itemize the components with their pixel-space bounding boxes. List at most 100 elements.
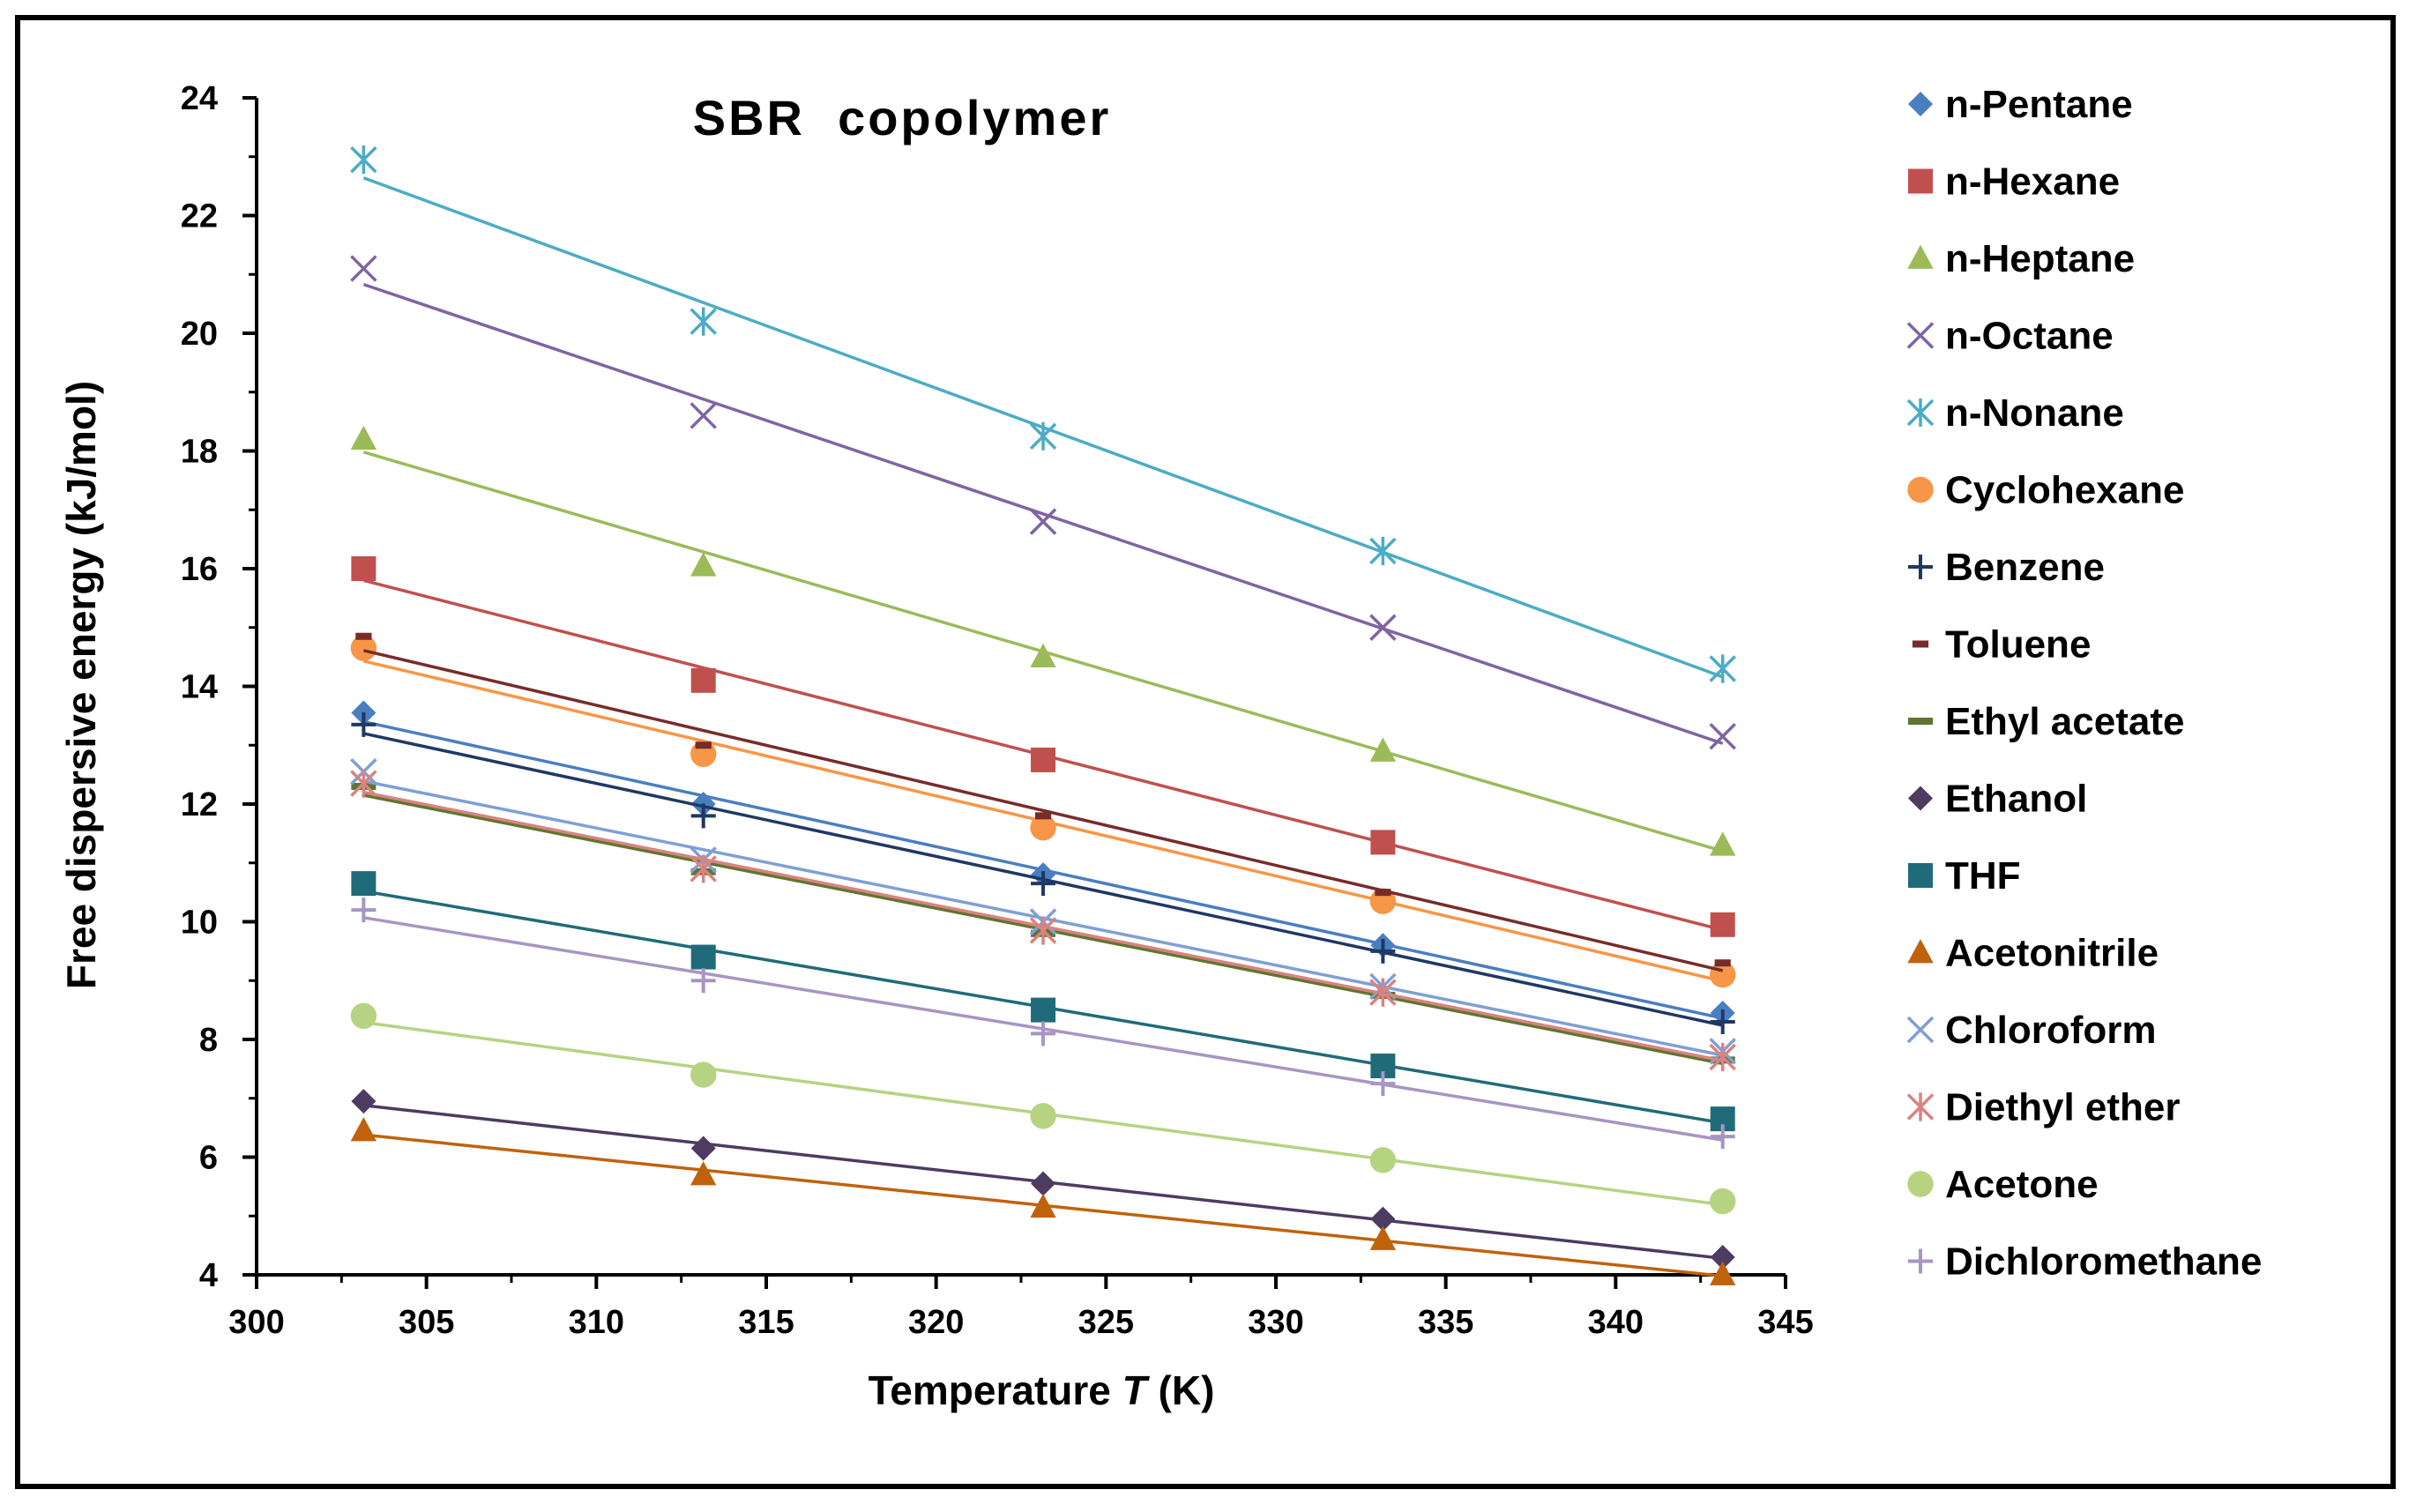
legend-marker-n-heptane (1907, 244, 1934, 269)
y-tick-label: 10 (181, 905, 218, 942)
data-point-diethyl-ether (690, 854, 717, 883)
data-point-n-octane (350, 255, 377, 282)
data-point-dichloromethane (351, 898, 377, 923)
data-point-acetone (690, 1061, 717, 1088)
data-point-ethanol (690, 1136, 716, 1161)
x-tick-label: 335 (1418, 1304, 1473, 1341)
data-point-n-nonane (1369, 536, 1397, 566)
data-point-n-nonane (1029, 421, 1057, 451)
legend-label-n-octane: n-Octane (1945, 315, 2114, 358)
x-tick-label: 325 (1078, 1304, 1134, 1341)
data-point-n-hexane (1031, 747, 1056, 772)
legend-item-n-pentane: n-Pentane (1908, 83, 2133, 126)
data-point-benzene (351, 711, 377, 737)
data-point-thf (690, 944, 716, 970)
data-point-dichloromethane (1031, 1021, 1056, 1046)
series-ethanol (351, 1089, 1735, 1270)
y-tick-label: 20 (181, 316, 218, 353)
data-point-toluene (1714, 959, 1731, 967)
data-point-diethyl-ether (1369, 978, 1397, 1007)
data-point-n-heptane (1710, 831, 1736, 856)
series-n-nonane (350, 145, 1736, 683)
series-n-octane (350, 255, 1736, 750)
legend-item-acetonitrile: Acetonitrile (1907, 932, 2159, 975)
legend-item-cyclohexane: Cyclohexane (1907, 469, 2184, 512)
data-point-acetonitrile (1030, 1193, 1056, 1218)
data-point-acetonitrile (1710, 1261, 1736, 1285)
data-point-ethanol (351, 1089, 377, 1114)
series-acetone (350, 1002, 1736, 1215)
data-point-n-hexane (690, 667, 716, 693)
legend-marker-thf (1908, 863, 1933, 888)
data-point-n-heptane (690, 552, 717, 577)
y-tick-label: 24 (181, 80, 218, 117)
axes-group: 300 305 310 315 320 325 330 335 340 345 4 6 8 10 12 14 1… (181, 80, 1814, 1341)
legend-marker-n-pentane (1908, 92, 1933, 116)
series-n-hexane (351, 556, 1735, 937)
data-point-n-nonane (350, 145, 377, 175)
x-tick-label: 305 (399, 1304, 454, 1341)
data-point-acetonitrile (1369, 1225, 1397, 1250)
legend-label-ethyl-acetate: Ethyl acetate (1945, 700, 2184, 743)
chart-title: SBR copolymer (693, 90, 1112, 145)
y-axis-title: Free dispersive energy (kJ/mol) (58, 381, 104, 989)
y-tick-label: 18 (181, 434, 218, 471)
data-point-n-heptane (1030, 643, 1056, 668)
legend-item-diethyl-ether: Diethyl ether (1906, 1086, 2181, 1129)
y-tick-label: 12 (181, 786, 218, 823)
series-dichloromethane (351, 898, 1735, 1150)
legend-label-n-pentane: n-Pentane (1945, 83, 2133, 126)
data-point-thf (1031, 997, 1056, 1023)
x-tick-label: 320 (908, 1304, 964, 1341)
legend-marker-diethyl-ether (1906, 1092, 1935, 1121)
x-axis-title-text: Temperature (869, 1367, 1122, 1413)
legend-label-acetonitrile: Acetonitrile (1945, 932, 2159, 975)
data-point-n-nonane (690, 307, 717, 336)
legend-marker-dichloromethane (1908, 1248, 1933, 1274)
data-point-ethanol (1370, 1206, 1396, 1232)
trendline-toluene (362, 649, 1724, 972)
data-point-n-octane (690, 402, 717, 429)
trendline-n-octane (362, 282, 1724, 745)
legend-item-acetone: Acetone (1907, 1163, 2099, 1206)
series-benzene (351, 711, 1735, 1034)
x-tick-label: 330 (1248, 1304, 1303, 1341)
data-point-ethanol (1710, 1244, 1735, 1270)
x-tick-label: 315 (738, 1304, 794, 1341)
data-point-benzene (1370, 938, 1396, 964)
legend-label-cyclohexane: Cyclohexane (1945, 469, 2184, 512)
legend-marker-ethyl-acetate (1908, 718, 1933, 725)
data-point-diethyl-ether (1029, 916, 1057, 945)
data-point-cyclohexane (350, 635, 377, 661)
legend-marker-cyclohexane (1907, 476, 1934, 503)
legend-item-thf: THF (1908, 854, 2021, 898)
data-point-acetonitrile (690, 1161, 717, 1186)
legend-item-ethanol: Ethanol (1908, 778, 2087, 821)
legend-marker-n-nonane (1906, 398, 1935, 428)
x-axis-title-unit: (K) (1147, 1367, 1215, 1413)
legend-label-n-nonane: n-Nonane (1945, 391, 2124, 435)
legend-marker-ethanol (1908, 786, 1933, 811)
legend-label-ethanol: Ethanol (1945, 778, 2087, 821)
data-point-n-nonane (1709, 654, 1736, 683)
data-point-n-hexane (1370, 830, 1396, 855)
y-tick-label: 4 (199, 1257, 218, 1294)
data-point-toluene (1375, 889, 1391, 897)
y-tick-label: 22 (181, 198, 218, 235)
legend-item-n-octane: n-Octane (1906, 315, 2114, 358)
data-point-thf (351, 871, 377, 897)
legend-marker-benzene (1908, 555, 1933, 579)
data-point-n-hexane (1710, 912, 1735, 937)
data-point-acetonitrile (350, 1117, 377, 1142)
legend-marker-n-hexane (1908, 168, 1933, 194)
series-acetonitrile (350, 1117, 1736, 1285)
data-point-ethanol (1031, 1171, 1056, 1196)
data-point-diethyl-ether (1709, 1042, 1736, 1072)
legend-item-n-hexane: n-Hexane (1908, 160, 2120, 204)
y-tick-label: 6 (199, 1140, 218, 1177)
legend-item-benzene: Benzene (1908, 546, 2105, 589)
series-diethyl-ether (350, 769, 1736, 1072)
legend-item-n-heptane: n-Heptane (1907, 237, 2135, 280)
y-tick-label: 16 (181, 551, 218, 588)
data-point-dichloromethane (1370, 1071, 1396, 1097)
